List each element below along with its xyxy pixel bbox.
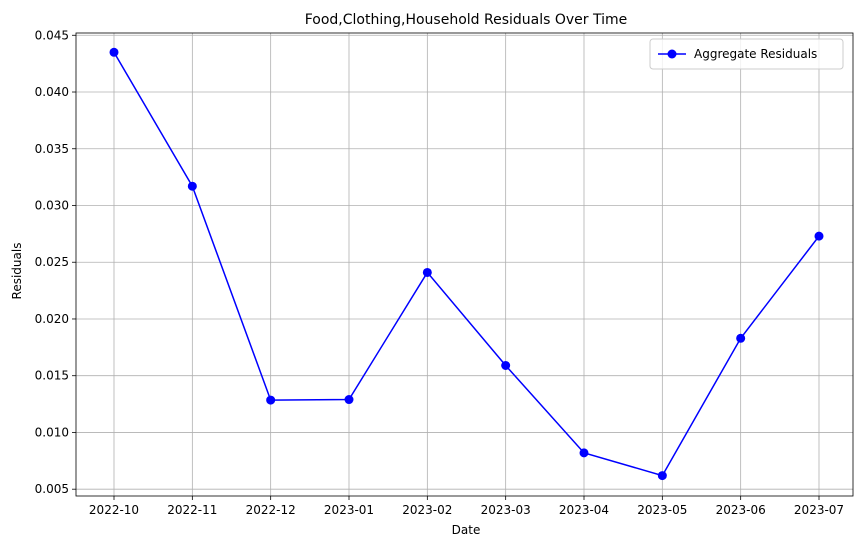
- x-tick-label: 2023-05: [637, 503, 687, 517]
- y-tick-label: 0.035: [35, 142, 69, 156]
- data-point: [109, 47, 119, 57]
- y-tick-label: 0.015: [35, 369, 69, 383]
- y-tick-label: 0.025: [35, 255, 69, 269]
- axes: 2022-10 2022-11 2022-12 2023-01 2023-02 2023-…: [35, 28, 854, 517]
- y-tick-label: 0.045: [35, 28, 69, 42]
- data-point: [736, 333, 746, 343]
- x-tick-label: 2022-12: [246, 503, 296, 517]
- x-tick-label: 2023-02: [402, 503, 452, 517]
- grid: [76, 33, 853, 496]
- x-tick-label: 2023-04: [559, 503, 609, 517]
- chart-title: Food,Clothing,Household Residuals Over T…: [305, 12, 628, 28]
- x-tick-label: 2023-06: [716, 503, 766, 517]
- data-point: [344, 395, 354, 405]
- legend: Aggregate Residuals: [649, 38, 844, 70]
- data-point: [579, 448, 589, 458]
- y-tick-label: 0.005: [35, 482, 69, 496]
- data-point: [814, 231, 824, 241]
- y-tick-label: 0.020: [35, 312, 69, 326]
- legend-marker: [667, 49, 677, 59]
- x-tick-label: 2022-10: [89, 503, 139, 517]
- series-group: [109, 47, 824, 481]
- series-line: [113, 51, 820, 477]
- legend-label: Aggregate Residuals: [694, 47, 817, 61]
- y-axis-label: Residuals: [10, 243, 24, 300]
- x-tick-label: 2023-01: [324, 503, 374, 517]
- y-tick-label: 0.030: [35, 198, 69, 212]
- x-tick-label: 2022-11: [167, 503, 217, 517]
- data-point: [422, 267, 432, 277]
- x-tick-label: 2023-03: [481, 503, 531, 517]
- data-point: [501, 360, 511, 370]
- plot-frame: [75, 32, 854, 497]
- y-tick-label: 0.010: [35, 425, 69, 439]
- data-point: [657, 471, 667, 481]
- data-point: [187, 181, 197, 191]
- x-axis-label: Date: [452, 523, 481, 537]
- legend-box: [649, 38, 844, 70]
- y-tick-label: 0.040: [35, 85, 69, 99]
- data-point: [266, 395, 276, 405]
- x-tick-label: 2023-07: [794, 503, 844, 517]
